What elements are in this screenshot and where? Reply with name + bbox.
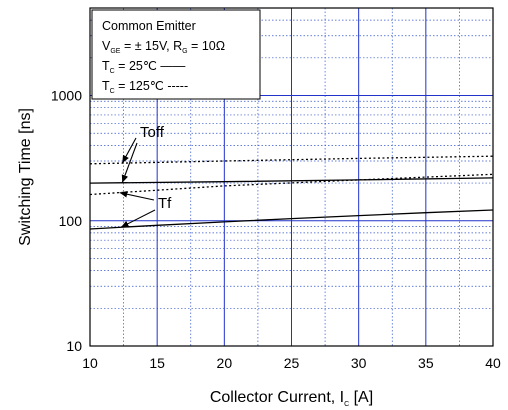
legend-text-run: = 10Ω	[188, 39, 226, 53]
series-line-toff_25	[89, 177, 494, 184]
legend-text-run: = ± 15V, R	[120, 39, 182, 53]
annotations: Toff Tf	[119, 124, 172, 228]
y-tick-label: 100	[59, 213, 83, 229]
legend-text-run: T	[102, 79, 110, 93]
annotation-label: Toff	[140, 124, 165, 141]
plot-frame	[89, 7, 494, 347]
legend-line-tc25: TC = 25℃ ——	[102, 59, 186, 75]
legend-text-run: T	[102, 59, 110, 73]
x-tick-label: 40	[485, 355, 501, 371]
annotation-arrow	[121, 137, 137, 164]
x-tick-label: 25	[284, 355, 300, 371]
x-tick-label: 15	[149, 355, 165, 371]
legend-text-run: Common Emitter	[102, 19, 196, 33]
x-tick-label: 20	[217, 355, 233, 371]
legend-text-run: V	[102, 39, 111, 53]
x-axis-label-main: Collector Current, I	[210, 389, 344, 406]
series-line-tf_25	[89, 209, 494, 230]
x-tick-label: 10	[82, 355, 98, 371]
y-tick-label: 10	[66, 338, 82, 354]
annotation-arrow	[119, 191, 155, 201]
series-layer	[89, 155, 494, 230]
annotation-arrow	[120, 209, 156, 228]
legend-line-cond: VGE = ± 15V, RG = 10Ω	[102, 39, 225, 55]
legend-subscript: C	[110, 88, 115, 95]
annotation-arrow	[121, 142, 138, 183]
legend-text-run: = 125℃ -----	[115, 79, 188, 93]
legend-line-title: Common Emitter	[102, 19, 196, 33]
legend-subscript: GE	[110, 48, 120, 55]
x-axis-label: Collector Current, IC [A]	[210, 389, 373, 408]
x-axis-label-unit: [A]	[349, 389, 373, 406]
x-axis-label-sub: C	[344, 401, 349, 408]
y-axis-label: Switching Time [ns]	[17, 108, 34, 246]
legend-line-tc125: TC = 125℃ -----	[102, 79, 188, 95]
legend-subscript: G	[182, 48, 187, 55]
legend-text-run: = 25℃ ——	[115, 59, 186, 73]
tick-labels: 10 15 20 25 30 35 40 10 100 1000	[51, 88, 501, 371]
x-tick-label: 35	[418, 355, 434, 371]
legend-box	[91, 9, 261, 100]
annotation-label: Tf	[158, 195, 172, 212]
legend-subscript: C	[110, 68, 115, 75]
x-tick-label: 30	[351, 355, 367, 371]
y-tick-label: 1000	[51, 88, 82, 104]
